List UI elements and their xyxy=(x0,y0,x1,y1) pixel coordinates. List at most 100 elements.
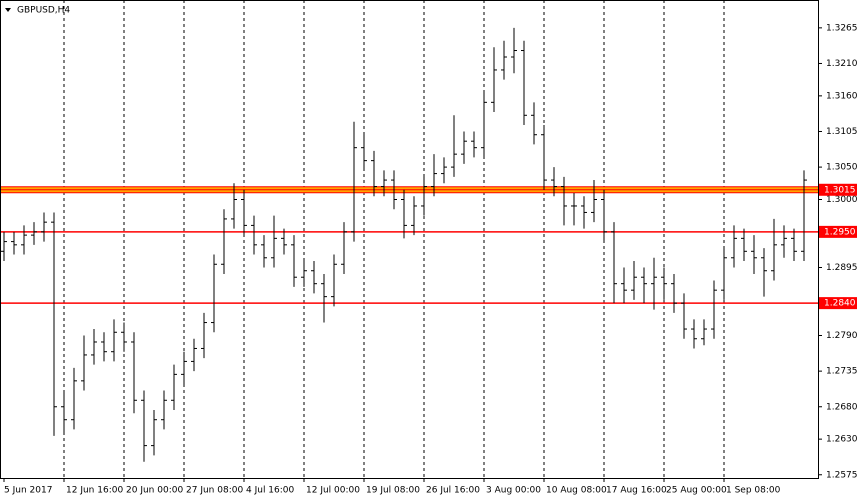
x-tick-label: 12 Jul 00:00 xyxy=(306,486,360,496)
price-bar xyxy=(541,125,547,190)
price-bar xyxy=(791,228,797,262)
price-bar xyxy=(461,131,467,164)
x-tick-label: 19 Jul 08:00 xyxy=(366,486,420,496)
price-bar xyxy=(701,319,707,346)
level-label-box xyxy=(819,183,857,196)
price-bar xyxy=(671,273,677,313)
price-bar xyxy=(561,176,567,226)
price-bar xyxy=(221,209,227,274)
price-bar xyxy=(471,131,477,158)
price-bar xyxy=(751,235,757,274)
price-bar xyxy=(691,319,697,349)
price-bar xyxy=(351,121,357,242)
price-bar xyxy=(511,27,517,74)
price-bar xyxy=(481,92,487,158)
price-bar xyxy=(771,218,777,281)
price-bar xyxy=(81,335,87,391)
price-bar xyxy=(421,176,427,216)
price-bar xyxy=(581,196,587,229)
price-bar xyxy=(571,193,577,226)
price-bar xyxy=(261,235,267,268)
price-bar xyxy=(591,180,597,223)
y-tick-label: 1.2735 xyxy=(826,367,858,377)
level-label-box xyxy=(819,297,857,310)
x-tick-label: 10 Aug 08:00 xyxy=(546,486,607,496)
price-bar xyxy=(61,390,67,433)
y-tick-label: 1.3210 xyxy=(826,59,858,69)
x-tick-label: 5 Jun 2017 xyxy=(4,486,52,496)
y-tick-label: 1.2575 xyxy=(826,470,858,480)
chart-title: GBPUSD,H4 xyxy=(17,6,70,16)
y-tick-label: 1.3160 xyxy=(826,91,858,101)
y-tick-label: 1.3050 xyxy=(826,163,858,173)
price-bar xyxy=(31,222,37,245)
price-bar xyxy=(121,322,127,352)
x-tick-label: 17 Aug 16:00 xyxy=(606,486,667,496)
price-bar xyxy=(501,40,507,80)
price-bar xyxy=(381,170,387,197)
x-tick-label: 25 Aug 00:00 xyxy=(666,486,727,496)
price-bar xyxy=(271,215,277,268)
price-bar xyxy=(91,329,97,365)
price-bar xyxy=(141,390,147,462)
price-bar xyxy=(41,212,47,242)
price-bar xyxy=(761,248,767,297)
price-bar xyxy=(661,267,667,300)
price-bar xyxy=(431,154,437,197)
x-tick-label: 20 Jun 00:00 xyxy=(126,486,183,496)
price-bar xyxy=(191,338,197,372)
price-bar xyxy=(291,235,297,287)
price-bar xyxy=(21,225,27,255)
price-bar xyxy=(681,293,687,339)
price-bar xyxy=(641,267,647,304)
price-bar xyxy=(311,261,317,294)
price-bar xyxy=(231,183,237,229)
y-tick-label: 1.2895 xyxy=(826,263,858,273)
x-tick-label: 3 Aug 00:00 xyxy=(486,486,541,496)
level-label-box xyxy=(819,225,857,238)
x-tick-label: 12 Jun 16:00 xyxy=(66,486,123,496)
price-bar xyxy=(201,312,207,359)
price-bar xyxy=(491,47,497,113)
price-bar xyxy=(531,102,537,145)
price-bar xyxy=(601,189,607,242)
x-tick-label: 4 Jul 16:00 xyxy=(246,486,295,496)
price-bar xyxy=(321,273,327,323)
price-bar xyxy=(391,170,397,210)
price-bar xyxy=(241,189,247,236)
price-bar xyxy=(111,319,117,362)
price-bar xyxy=(451,115,457,177)
price-bar xyxy=(711,280,717,339)
price-bar xyxy=(621,267,627,304)
price-bar xyxy=(411,196,417,236)
y-tick-label: 1.2790 xyxy=(826,331,858,341)
level-label: 1.2950 xyxy=(824,227,856,237)
price-bar xyxy=(211,254,217,333)
y-tick-label: 1.3105 xyxy=(826,127,858,137)
price-bar xyxy=(441,157,447,184)
price-bar xyxy=(781,225,787,258)
price-bar xyxy=(51,212,57,436)
y-tick-label: 1.2680 xyxy=(826,402,858,412)
price-bar xyxy=(651,257,657,310)
price-bar xyxy=(101,332,107,362)
price-bar xyxy=(131,332,137,414)
price-bar xyxy=(251,215,257,255)
level-label: 1.2840 xyxy=(824,299,856,309)
y-tick-label: 1.2630 xyxy=(826,435,858,445)
price-bar xyxy=(161,390,167,430)
price-bar xyxy=(341,222,347,274)
price-bar xyxy=(371,150,377,197)
plot-frame xyxy=(0,0,819,479)
price-bar xyxy=(611,222,617,304)
x-tick-label: 27 Jun 08:00 xyxy=(186,486,243,496)
price-bar xyxy=(1,231,7,262)
price-bar xyxy=(171,364,177,410)
price-bar xyxy=(281,228,287,255)
x-tick-label: 26 Jul 16:00 xyxy=(426,486,480,496)
price-bar xyxy=(301,261,307,287)
y-tick-label: 1.3000 xyxy=(826,195,858,205)
symbol-menu-arrow[interactable] xyxy=(5,8,11,12)
price-bar xyxy=(401,189,407,239)
